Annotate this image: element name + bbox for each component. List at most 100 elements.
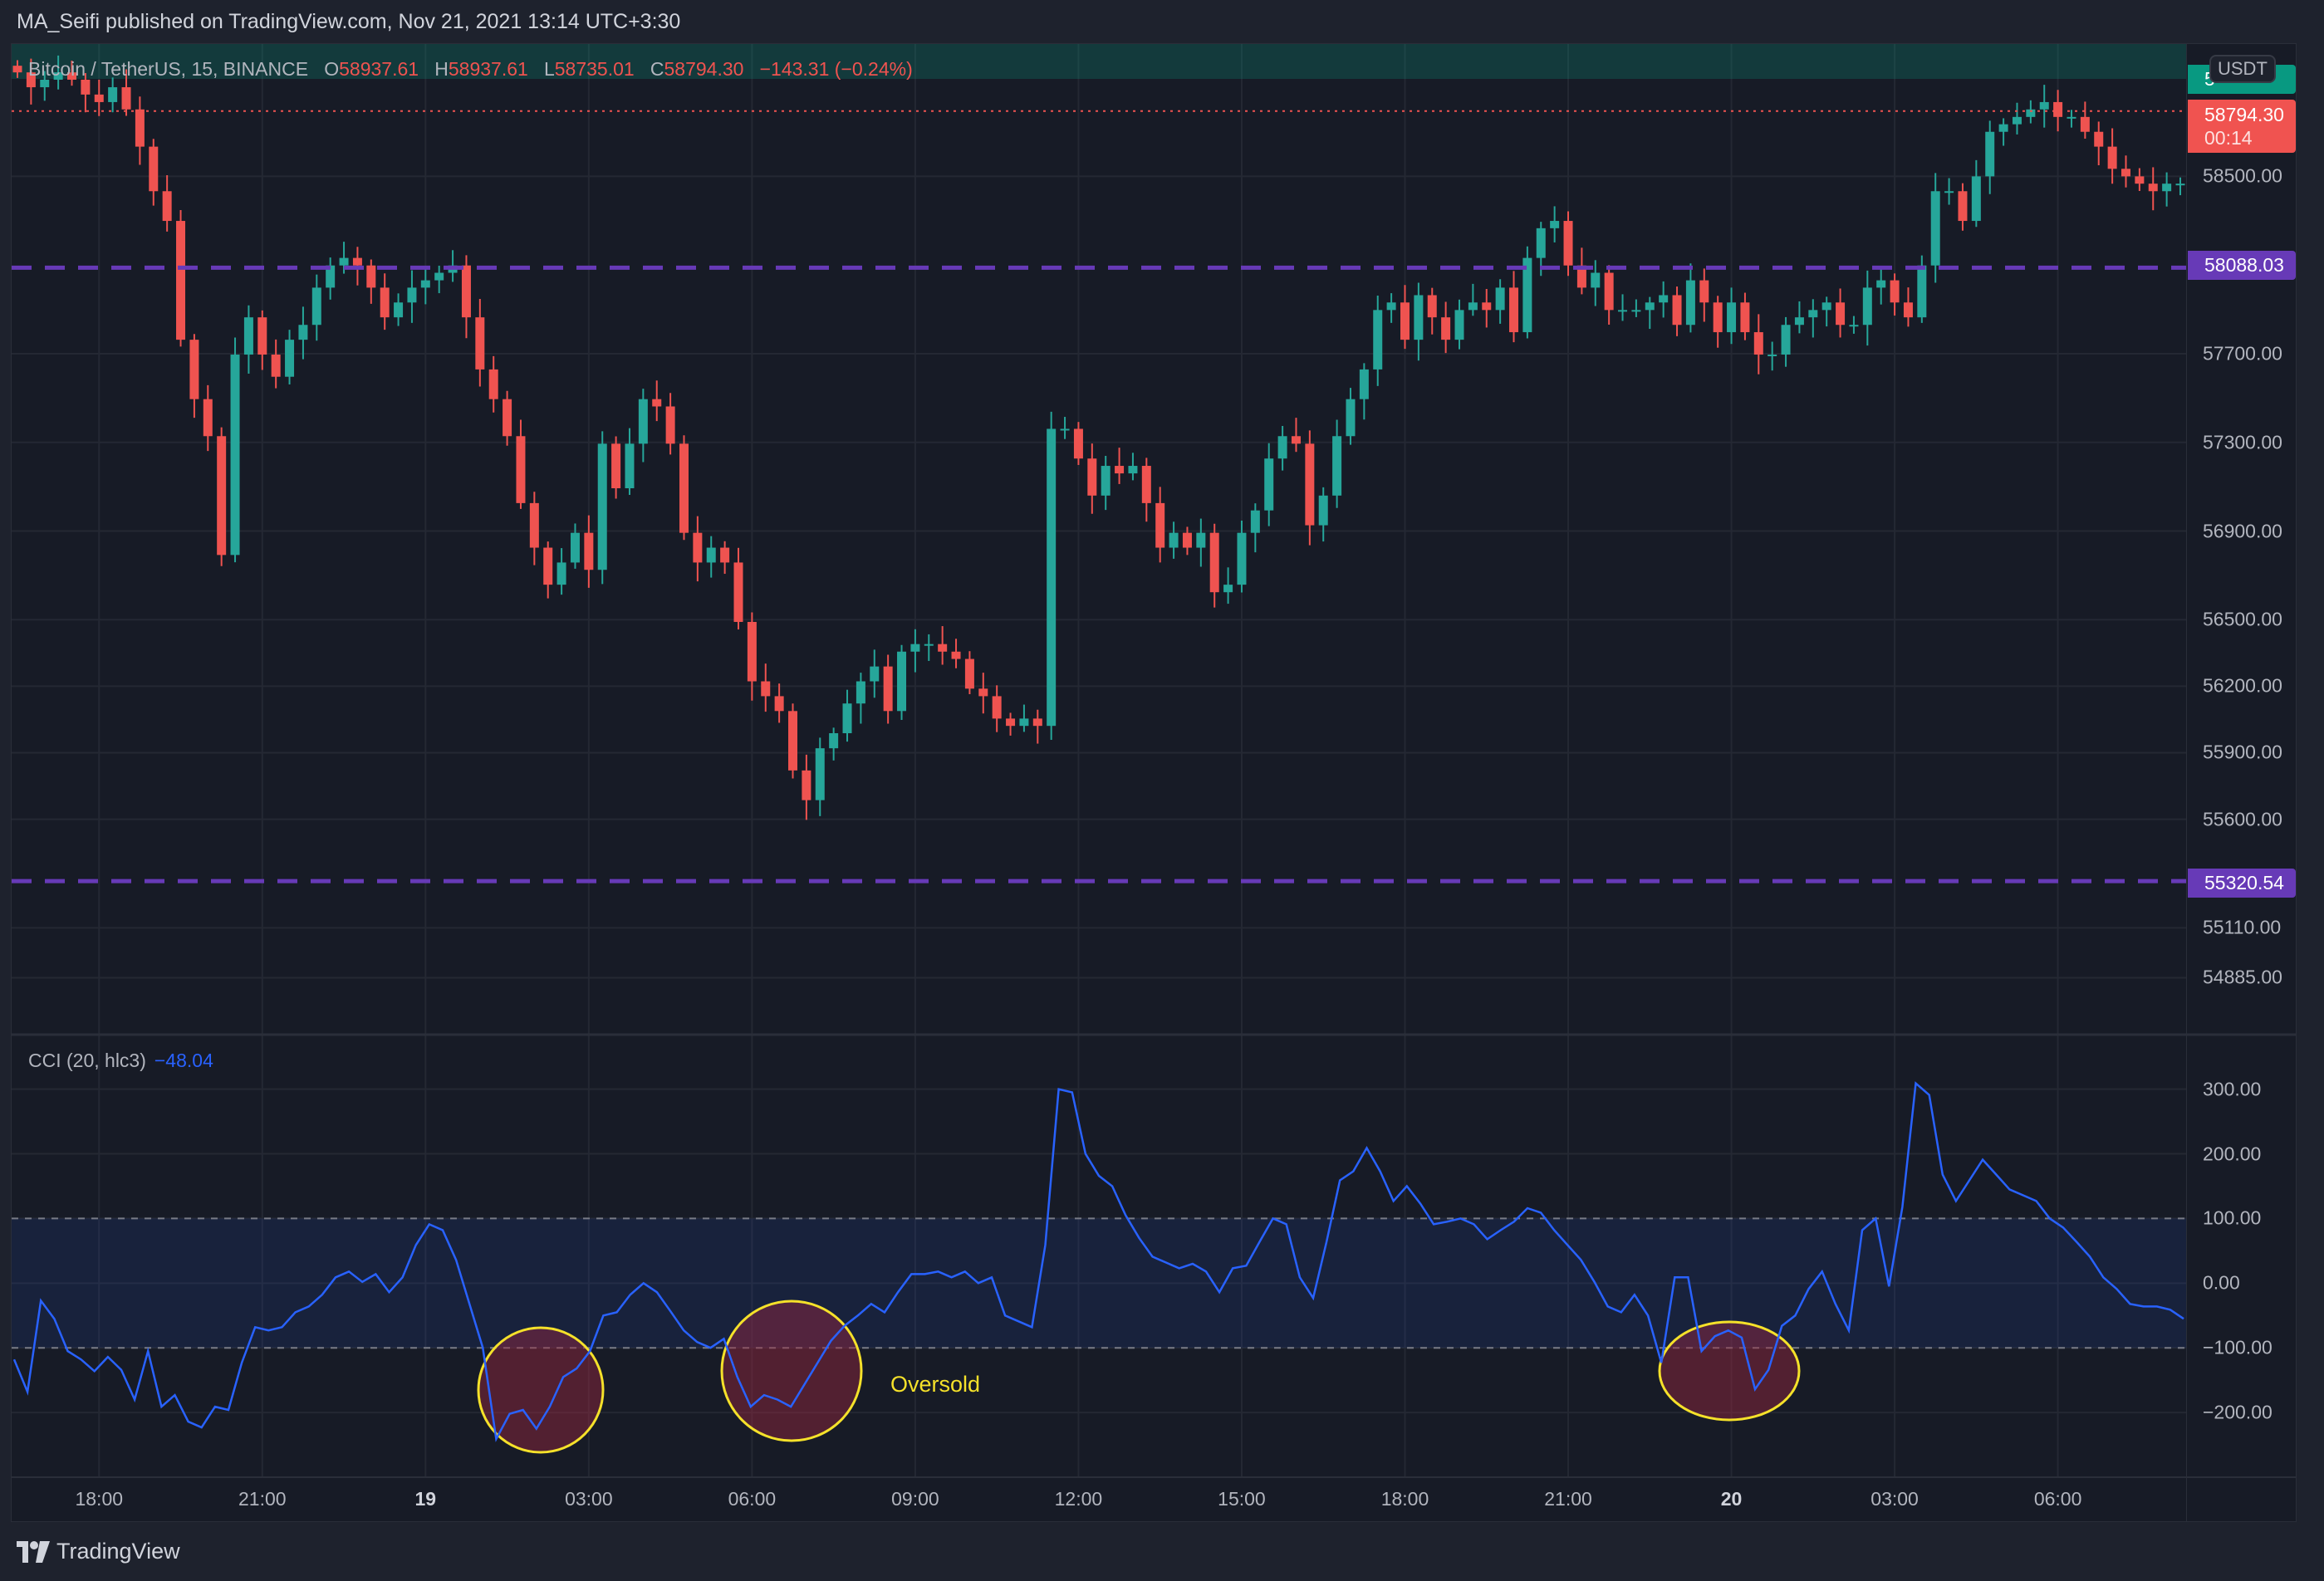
candle-up: [1685, 280, 1695, 326]
candle-up: [326, 265, 336, 288]
candle-down: [747, 621, 757, 682]
candle-up: [1727, 302, 1737, 333]
candle-up: [1821, 302, 1831, 311]
candle-down: [1073, 428, 1083, 459]
candle-up: [230, 355, 240, 556]
level-high-tag: 58088.03: [2188, 251, 2296, 280]
time-tick-label: 12:00: [1054, 1488, 1103, 1510]
candle-up: [40, 79, 50, 88]
candle-down: [611, 443, 621, 488]
candle-down: [1032, 718, 1042, 727]
candle-down: [461, 265, 471, 318]
candle-up: [815, 748, 825, 800]
candle-up: [243, 317, 253, 355]
candle-up: [1101, 466, 1111, 496]
price-tick-label: 56200.00: [2203, 674, 2282, 697]
candle-down: [189, 340, 199, 399]
symbol-name[interactable]: Bitcoin / TetherUS, 15, BINANCE: [28, 58, 309, 80]
price-tick-label: 57300.00: [2203, 431, 2282, 453]
time-tick-label: 06:00: [728, 1488, 777, 1510]
cci-band-fill: [12, 1218, 2186, 1348]
candle-up: [285, 340, 295, 377]
cci-tick-label: 100.00: [2203, 1207, 2262, 1229]
candle-up: [1359, 369, 1369, 399]
candle-down: [1006, 718, 1016, 727]
low-label: L: [543, 58, 555, 80]
price-tick-label: 57700.00: [2203, 342, 2282, 365]
bar-countdown: 00:14: [2204, 127, 2253, 149]
candle-down: [1427, 295, 1437, 318]
currency-button[interactable]: USDT: [2209, 55, 2276, 83]
candle-down: [121, 87, 131, 110]
price-tick-label: 56900.00: [2203, 520, 2282, 542]
high-label: H: [434, 58, 449, 80]
cci-legend: CCI (20, hlc3) −48.04: [28, 1050, 213, 1072]
time-tick-label: 15:00: [1218, 1488, 1266, 1510]
change-value: −143.31 (−0.24%): [759, 58, 913, 80]
candle-down: [788, 711, 798, 771]
candle-up: [1659, 295, 1669, 303]
candle-down: [67, 72, 77, 80]
time-tick-label: 03:00: [565, 1488, 613, 1510]
price-highlight-band: [12, 44, 2186, 79]
candle-up: [1971, 176, 1981, 222]
time-tick-label: 09:00: [891, 1488, 939, 1510]
candle-down: [2094, 131, 2104, 147]
candle-up: [2039, 101, 2049, 110]
candle-down: [733, 562, 743, 622]
candle-up: [597, 443, 607, 570]
candle-down: [2107, 146, 2117, 169]
price-axis[interactable]: [2187, 43, 2297, 1522]
candle-up: [434, 272, 444, 281]
candle-down: [1890, 280, 1900, 303]
candle-up: [1196, 532, 1206, 548]
brand-name: TradingView: [56, 1539, 180, 1564]
candle-up: [1060, 428, 1070, 431]
candle-down: [503, 399, 512, 437]
candle-down: [1903, 302, 1913, 318]
candle-down: [1713, 302, 1723, 333]
candle-up: [1591, 272, 1601, 288]
candle-up: [2067, 116, 2076, 119]
oversold-annotation: Oversold: [890, 1372, 981, 1397]
candle-down: [1155, 502, 1165, 548]
candle-down: [992, 696, 1002, 719]
candle-up: [1917, 265, 1927, 318]
last-price-tag: 58794.30 00:14: [2188, 100, 2296, 153]
candle-down: [1209, 532, 1219, 593]
cci-name[interactable]: CCI (20, hlc3): [28, 1050, 146, 1071]
tradingview-logo[interactable]: TradingView: [17, 1539, 180, 1564]
candle-down: [1563, 221, 1573, 266]
candle-down: [2053, 101, 2063, 117]
candle-up: [1849, 325, 1859, 327]
candle-up: [1862, 287, 1872, 326]
candle-down: [1482, 302, 1492, 311]
candle-up: [556, 562, 566, 585]
candle-down: [380, 287, 390, 318]
candle-up: [1631, 310, 1641, 312]
candle-down: [802, 770, 811, 800]
candle-down: [2080, 116, 2090, 132]
level-low-tag: 55320.54: [2188, 869, 2296, 898]
candle-up: [1618, 310, 1628, 312]
cci-tick-label: −200.00: [2203, 1401, 2273, 1423]
time-tick-label: 18:00: [75, 1488, 124, 1510]
candle-down: [543, 547, 553, 585]
last-price: 58794.30: [2204, 104, 2284, 125]
candle-up: [1386, 302, 1396, 311]
candle-up: [1495, 287, 1505, 311]
candle-down: [1115, 466, 1125, 474]
candle-down: [978, 688, 988, 697]
candle-down: [2135, 176, 2145, 184]
price-tick-label: 54885.00: [2203, 966, 2282, 988]
candle-up: [311, 287, 321, 326]
candle-down: [475, 317, 485, 370]
candle-up: [910, 644, 920, 652]
candle-up: [1373, 310, 1383, 370]
candle-up: [1223, 585, 1233, 593]
candle-down: [1441, 317, 1451, 340]
candle-up: [1318, 495, 1328, 526]
candle-down: [1291, 436, 1301, 444]
candle-down: [1672, 295, 1682, 326]
